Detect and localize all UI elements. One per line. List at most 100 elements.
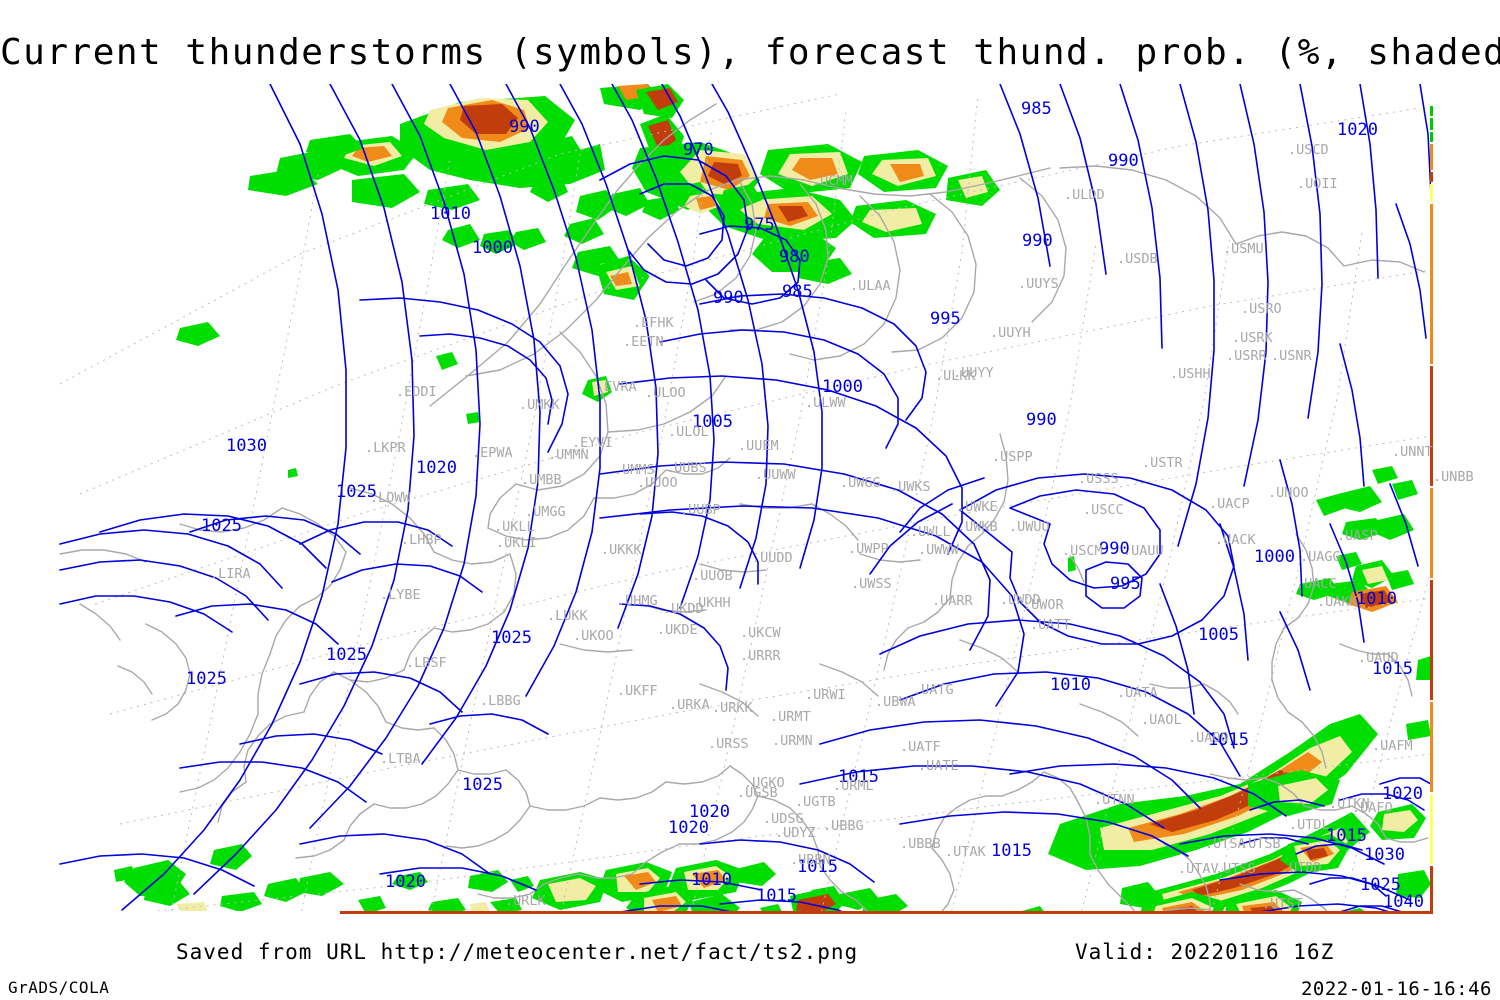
station-label: .UTSB bbox=[1240, 836, 1281, 852]
station-label: .UBBG bbox=[823, 818, 864, 834]
isobar-label: 1005 bbox=[692, 412, 733, 432]
station-label: .USCD bbox=[1288, 142, 1329, 158]
station-label: .UHMG bbox=[617, 593, 658, 609]
station-label: .UKDD bbox=[663, 601, 704, 617]
isobar-contours bbox=[59, 84, 1431, 914]
station-label: .UDSG bbox=[763, 811, 804, 827]
station-label: .UAKK bbox=[1317, 594, 1359, 610]
station-label: .ULAA bbox=[850, 278, 891, 294]
station-label: .UWDD bbox=[1000, 592, 1041, 608]
station-label: .URWI bbox=[805, 687, 846, 703]
station-label: .UNOO bbox=[1268, 485, 1309, 501]
isobar-label: 1010 bbox=[430, 204, 471, 224]
station-label: .UGSB bbox=[737, 785, 778, 801]
station-label: .EFHK bbox=[633, 315, 675, 331]
isobar-label: 995 bbox=[1110, 574, 1141, 594]
station-label: .USMU bbox=[1223, 241, 1264, 257]
isobar-label: 1040 bbox=[1383, 892, 1424, 912]
station-label: .UDYZ bbox=[775, 825, 816, 841]
station-label: .UMMS bbox=[614, 462, 655, 478]
station-label: .UAOL bbox=[1141, 712, 1182, 728]
isobar-label: 995 bbox=[930, 309, 961, 329]
station-label: .UTSS bbox=[1215, 861, 1256, 877]
isobar-label: 1015 bbox=[838, 767, 879, 787]
station-label: .URML bbox=[833, 778, 874, 794]
station-label: .UMMN bbox=[548, 447, 589, 463]
map-right-border bbox=[1430, 106, 1433, 914]
map-plot-area[interactable]: 990 970 1010 975 1000 980 990 985 985 990 990 1020 9… bbox=[0, 84, 1500, 918]
station-label: .UTAV bbox=[1178, 861, 1219, 877]
isobar-label: 1030 bbox=[1364, 845, 1405, 865]
thunderstorm-probability-shading bbox=[114, 84, 1431, 914]
station-label: .LHBP bbox=[401, 532, 442, 548]
station-label: .USRO bbox=[1241, 301, 1282, 317]
station-label: .UWOR bbox=[1023, 597, 1065, 613]
station-label: .UKHH bbox=[690, 595, 731, 611]
station-label: .UBBN bbox=[790, 852, 831, 868]
station-label: .UKLI bbox=[496, 535, 537, 551]
station-label: .UATE bbox=[918, 758, 959, 774]
station-label: .UBWA bbox=[875, 694, 916, 710]
station-label: .URLK bbox=[505, 893, 547, 909]
isobar-label: 985 bbox=[1021, 99, 1052, 119]
station-label: .UTKN bbox=[1329, 796, 1370, 812]
station-label: .ULWW bbox=[805, 395, 847, 411]
isobar-label: 1005 bbox=[1198, 625, 1239, 645]
station-label: .LBBG bbox=[480, 693, 521, 709]
station-label: .UMBB bbox=[521, 472, 562, 488]
station-label: .UWGG bbox=[840, 475, 881, 491]
isobar-label: 990 bbox=[1108, 151, 1139, 171]
station-label: .URKK bbox=[712, 700, 754, 716]
station-label: .UAUD bbox=[1358, 650, 1399, 666]
station-label: .UTNN bbox=[1094, 792, 1135, 808]
station-label: .URRR bbox=[740, 648, 782, 664]
station-label: .UWPP bbox=[848, 541, 889, 557]
station-label: .UTSA bbox=[1205, 836, 1246, 852]
producer-label: GrADS/COLA bbox=[8, 978, 110, 997]
station-label: .USSS bbox=[1078, 471, 1119, 487]
station-label: .URMT bbox=[770, 709, 811, 725]
station-label: .UGTB bbox=[795, 794, 836, 810]
isobar-label: 990 bbox=[1099, 539, 1130, 559]
weather-map-svg[interactable]: 990 970 1010 975 1000 980 990 985 985 990 990 1020 9… bbox=[0, 84, 1500, 918]
station-label: .UUYY bbox=[953, 365, 994, 381]
station-label: .USCM bbox=[1062, 543, 1103, 559]
station-label: .ULOL bbox=[668, 424, 709, 440]
station-label: .UUYS bbox=[1018, 276, 1059, 292]
station-label: .UOII bbox=[1297, 176, 1338, 192]
isobar-label: 1010 bbox=[691, 870, 732, 890]
station-label: .LOWW bbox=[370, 490, 412, 506]
isobar-label: 1020 bbox=[416, 458, 457, 478]
station-label: .UMGG bbox=[525, 504, 566, 520]
station-label: .UATG bbox=[913, 682, 954, 698]
saved-from-url-text: Saved from URL http://meteocenter.net/fa… bbox=[176, 940, 859, 964]
isobar-label: 1000 bbox=[1254, 547, 1295, 567]
station-label: .UCMM bbox=[812, 173, 853, 189]
timestamp-label: 2022-01-16-16:46 bbox=[1300, 978, 1492, 1000]
page-title: Current thunderstorms (symbols), forecas… bbox=[0, 32, 1500, 73]
map-bottom-border bbox=[110, 911, 1432, 914]
coastlines-and-borders bbox=[59, 103, 1429, 914]
isobar-label: 1010 bbox=[1050, 675, 1091, 695]
isobar-label: 1025 bbox=[201, 516, 242, 536]
station-label: .ULDD bbox=[1064, 187, 1105, 203]
station-label: .UWKS bbox=[890, 479, 931, 495]
station-label: .USHH bbox=[1170, 366, 1211, 382]
isobar-label: 1015 bbox=[991, 841, 1032, 861]
station-label: .UKCW bbox=[740, 625, 782, 641]
station-label: .ULKK bbox=[935, 368, 977, 384]
station-label: .UWKE bbox=[957, 499, 998, 515]
station-label: .UKKK bbox=[601, 542, 643, 558]
station-label: .UUWW bbox=[755, 467, 797, 483]
isobar-label: 1025 bbox=[1360, 875, 1401, 895]
isobar-label: 1025 bbox=[326, 645, 367, 665]
station-label: .USDB bbox=[1117, 251, 1158, 267]
isobar-label: 1020 bbox=[385, 872, 426, 892]
isobar-labels-group: 990 970 1010 975 1000 980 990 985 985 990 990 1020 9… bbox=[186, 99, 1424, 912]
isobar-label: 1025 bbox=[491, 628, 532, 648]
station-label: .UUDD bbox=[752, 550, 793, 566]
isobar-label: 970 bbox=[683, 140, 714, 160]
station-label: .UACP bbox=[1209, 496, 1250, 512]
station-label: .UATF bbox=[900, 739, 941, 755]
